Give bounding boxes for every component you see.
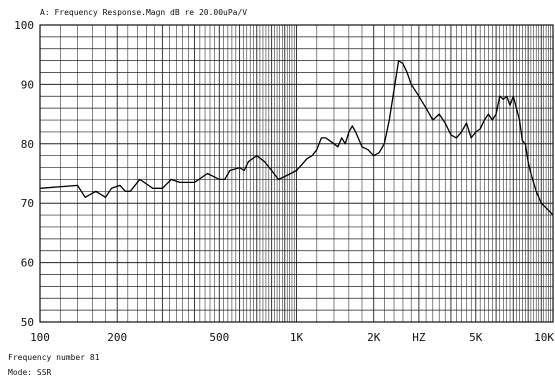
frequency-number-label: Frequency number 81 — [8, 353, 100, 362]
series-line — [39, 59, 554, 216]
y-tick-label: 60 — [21, 257, 34, 270]
x-tick-label: 200 — [107, 331, 127, 344]
frequency-response-chart: A: Frequency Response.Magn dB re 20.00uP… — [14, 8, 554, 344]
x-axis-tick-labels: 100 200 500 1K 2K 5K 10K HZ — [30, 331, 554, 344]
plot-frame — [39, 24, 554, 323]
mode-label: Mode: SSR — [8, 368, 52, 377]
x-tick-label: 1K — [290, 331, 304, 344]
y-axis-tick-labels: 100 90 80 70 60 50 — [14, 19, 34, 329]
x-tick-label: 100 — [30, 331, 50, 344]
chart-title: A: Frequency Response.Magn dB re 20.00uP… — [40, 8, 247, 17]
y-tick-label: 90 — [21, 78, 34, 91]
y-tick-label: 80 — [21, 138, 34, 151]
x-tick-label: 500 — [209, 331, 229, 344]
x-unit-label: HZ — [412, 331, 426, 344]
response-curve — [39, 59, 554, 216]
y-tick-label: 100 — [14, 19, 34, 32]
y-tick-label: 50 — [21, 316, 34, 329]
x-tick-label: 5K — [469, 331, 483, 344]
x-tick-label: 10K — [534, 331, 554, 344]
grid-lines — [40, 25, 553, 322]
y-tick-label: 70 — [21, 197, 34, 210]
x-tick-label: 2K — [367, 331, 381, 344]
